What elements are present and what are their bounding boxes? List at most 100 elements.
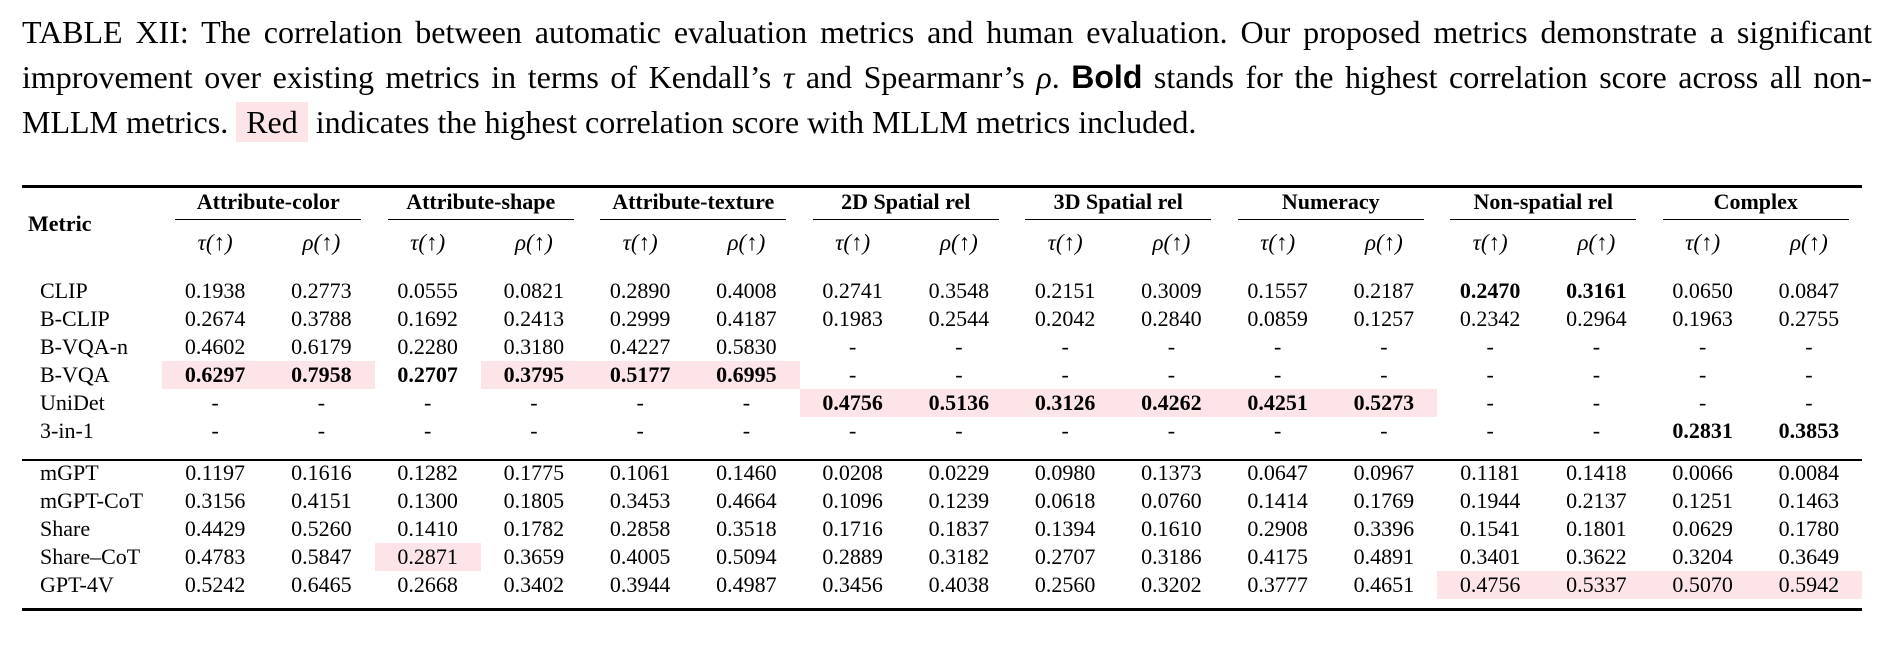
score-cell: -	[317, 390, 326, 415]
score-cell: -	[1698, 334, 1707, 359]
score-cell: 0.0967	[1353, 460, 1415, 485]
score-cell: 0.5260	[291, 516, 352, 541]
tau-header: τ(↑)	[1685, 230, 1721, 255]
group-header: 3D Spatial rel	[1012, 185, 1225, 223]
score-cell: -	[1380, 418, 1388, 443]
score-cell: 0.1300	[397, 488, 458, 513]
score-cell: 0.4783	[184, 544, 246, 569]
score-cell: 0.1541	[1459, 516, 1521, 541]
group-header: Attribute-color	[162, 185, 375, 223]
score-cell: -	[848, 418, 857, 443]
rho-header: ρ(↑)	[1577, 230, 1616, 255]
score-cell: 0.1716	[822, 516, 883, 541]
score-cell: 0.3456	[822, 572, 883, 597]
score-cell: 0.1938	[184, 278, 246, 303]
score-cell: -	[1805, 390, 1813, 415]
tau-header: τ(↑)	[410, 230, 446, 255]
score-cell: 0.5830	[716, 334, 777, 359]
score-cell: -	[1592, 334, 1601, 359]
score-cell: 0.1557	[1247, 278, 1308, 303]
score-cell: 0.0208	[822, 460, 883, 485]
score-cell: 0.3944	[609, 572, 671, 597]
metric-name: CLIP	[40, 278, 88, 303]
score-cell: -	[1698, 390, 1707, 415]
score-cell: 0.0859	[1247, 306, 1308, 331]
score-cell: 0.3649	[1778, 544, 1840, 569]
metric-name: Share	[40, 516, 91, 541]
score-cell: 0.0980	[1034, 460, 1096, 485]
score-cell: -	[530, 390, 538, 415]
score-cell: -	[530, 418, 538, 443]
score-cell: 0.4038	[928, 572, 990, 597]
table-row: UniDet - - - - - - 0.4756 0.5136 0.3126 0.4262 0.42…	[22, 389, 1862, 417]
group-header: Attribute-shape	[375, 185, 588, 223]
tau-header: τ(↑)	[622, 230, 658, 255]
group-header: Non-spatial rel	[1437, 185, 1650, 223]
score-cell: -	[742, 390, 751, 415]
tau-header: τ(↑)	[1047, 230, 1083, 255]
score-cell: -	[1273, 418, 1282, 443]
score-cell: 0.1801	[1566, 516, 1627, 541]
score-cell: 0.5942	[1755, 571, 1862, 599]
score-cell: 0.4187	[716, 306, 777, 331]
score-cell: -	[1486, 418, 1494, 443]
score-cell: 0.1061	[609, 460, 671, 485]
score-cell: 0.4005	[609, 544, 671, 569]
score-cell: 0.3853	[1778, 418, 1840, 443]
score-cell: -	[1592, 362, 1601, 387]
metric-name: GPT-4V	[40, 572, 114, 597]
score-cell: 0.0229	[928, 460, 990, 485]
score-cell: 0.3659	[503, 544, 565, 569]
score-cell: 0.1616	[291, 460, 352, 485]
tau-header: τ(↑)	[197, 230, 233, 255]
score-cell: 0.2707	[397, 362, 458, 387]
score-cell: -	[1486, 334, 1494, 359]
score-cell: 0.2871	[374, 543, 481, 571]
score-cell: 0.1963	[1672, 306, 1733, 331]
metric-name: 3-in-1	[40, 418, 94, 443]
score-cell: 0.5337	[1543, 571, 1650, 599]
rho-header: ρ(↑)	[1364, 230, 1403, 255]
score-cell: 0.3186	[1141, 544, 1202, 569]
score-cell: -	[1167, 362, 1176, 387]
score-cell: 0.4008	[716, 278, 777, 303]
score-cell: 0.2042	[1034, 306, 1096, 331]
score-cell: 0.3795	[480, 361, 587, 389]
score-cell: 0.1239	[928, 488, 990, 513]
score-cell: 0.5847	[291, 544, 352, 569]
score-cell: 0.1460	[716, 460, 777, 485]
score-cell: -	[1273, 362, 1282, 387]
score-cell: -	[1805, 334, 1813, 359]
score-cell: 0.2858	[609, 516, 671, 541]
score-cell: -	[1380, 334, 1388, 359]
table-row: mGPT-CoT 0.3156 0.4151 0.1300 0.1805 0.3453 0.…	[22, 487, 1862, 515]
score-cell: 0.1410	[397, 516, 458, 541]
score-cell: 0.1610	[1141, 516, 1202, 541]
metric-name: mGPT-CoT	[40, 488, 144, 513]
table-row: 3-in-1 - - - - - - - - - - - - - - 0.2831 0.3853	[22, 417, 1862, 445]
rho-header: ρ(↑)	[1789, 230, 1828, 255]
score-cell: -	[1061, 418, 1069, 443]
group-header: Complex	[1650, 185, 1863, 223]
score-cell: 0.3202	[1141, 572, 1202, 597]
score-cell: 0.1282	[397, 460, 458, 485]
score-cell: 0.4175	[1247, 544, 1308, 569]
score-cell: -	[1592, 418, 1601, 443]
score-cell: 0.4429	[184, 516, 246, 541]
table-row: B-VQA-n 0.4602 0.6179 0.2280 0.3180 0.4227 0.5…	[22, 333, 1862, 361]
score-cell: -	[423, 418, 432, 443]
score-cell: 0.2674	[184, 306, 246, 331]
score-cell: 0.3622	[1566, 544, 1627, 569]
table-row: GPT-4V 0.5242 0.6465 0.2668 0.3402 0.3944 0.49…	[22, 571, 1862, 599]
score-cell: 0.5273	[1330, 389, 1437, 417]
score-cell: 0.3788	[291, 306, 352, 331]
score-cell: 0.2137	[1566, 488, 1627, 513]
group-header: 2D Spatial rel	[800, 185, 1013, 223]
score-cell: 0.4987	[716, 572, 777, 597]
score-cell: -	[848, 334, 857, 359]
score-cell: -	[1167, 418, 1176, 443]
table-row: CLIP 0.1938 0.2773 0.0555 0.0821 0.2890 0.4008…	[22, 277, 1862, 305]
score-cell: 0.3548	[928, 278, 990, 303]
score-cell: -	[1486, 362, 1494, 387]
score-cell: -	[1698, 362, 1707, 387]
